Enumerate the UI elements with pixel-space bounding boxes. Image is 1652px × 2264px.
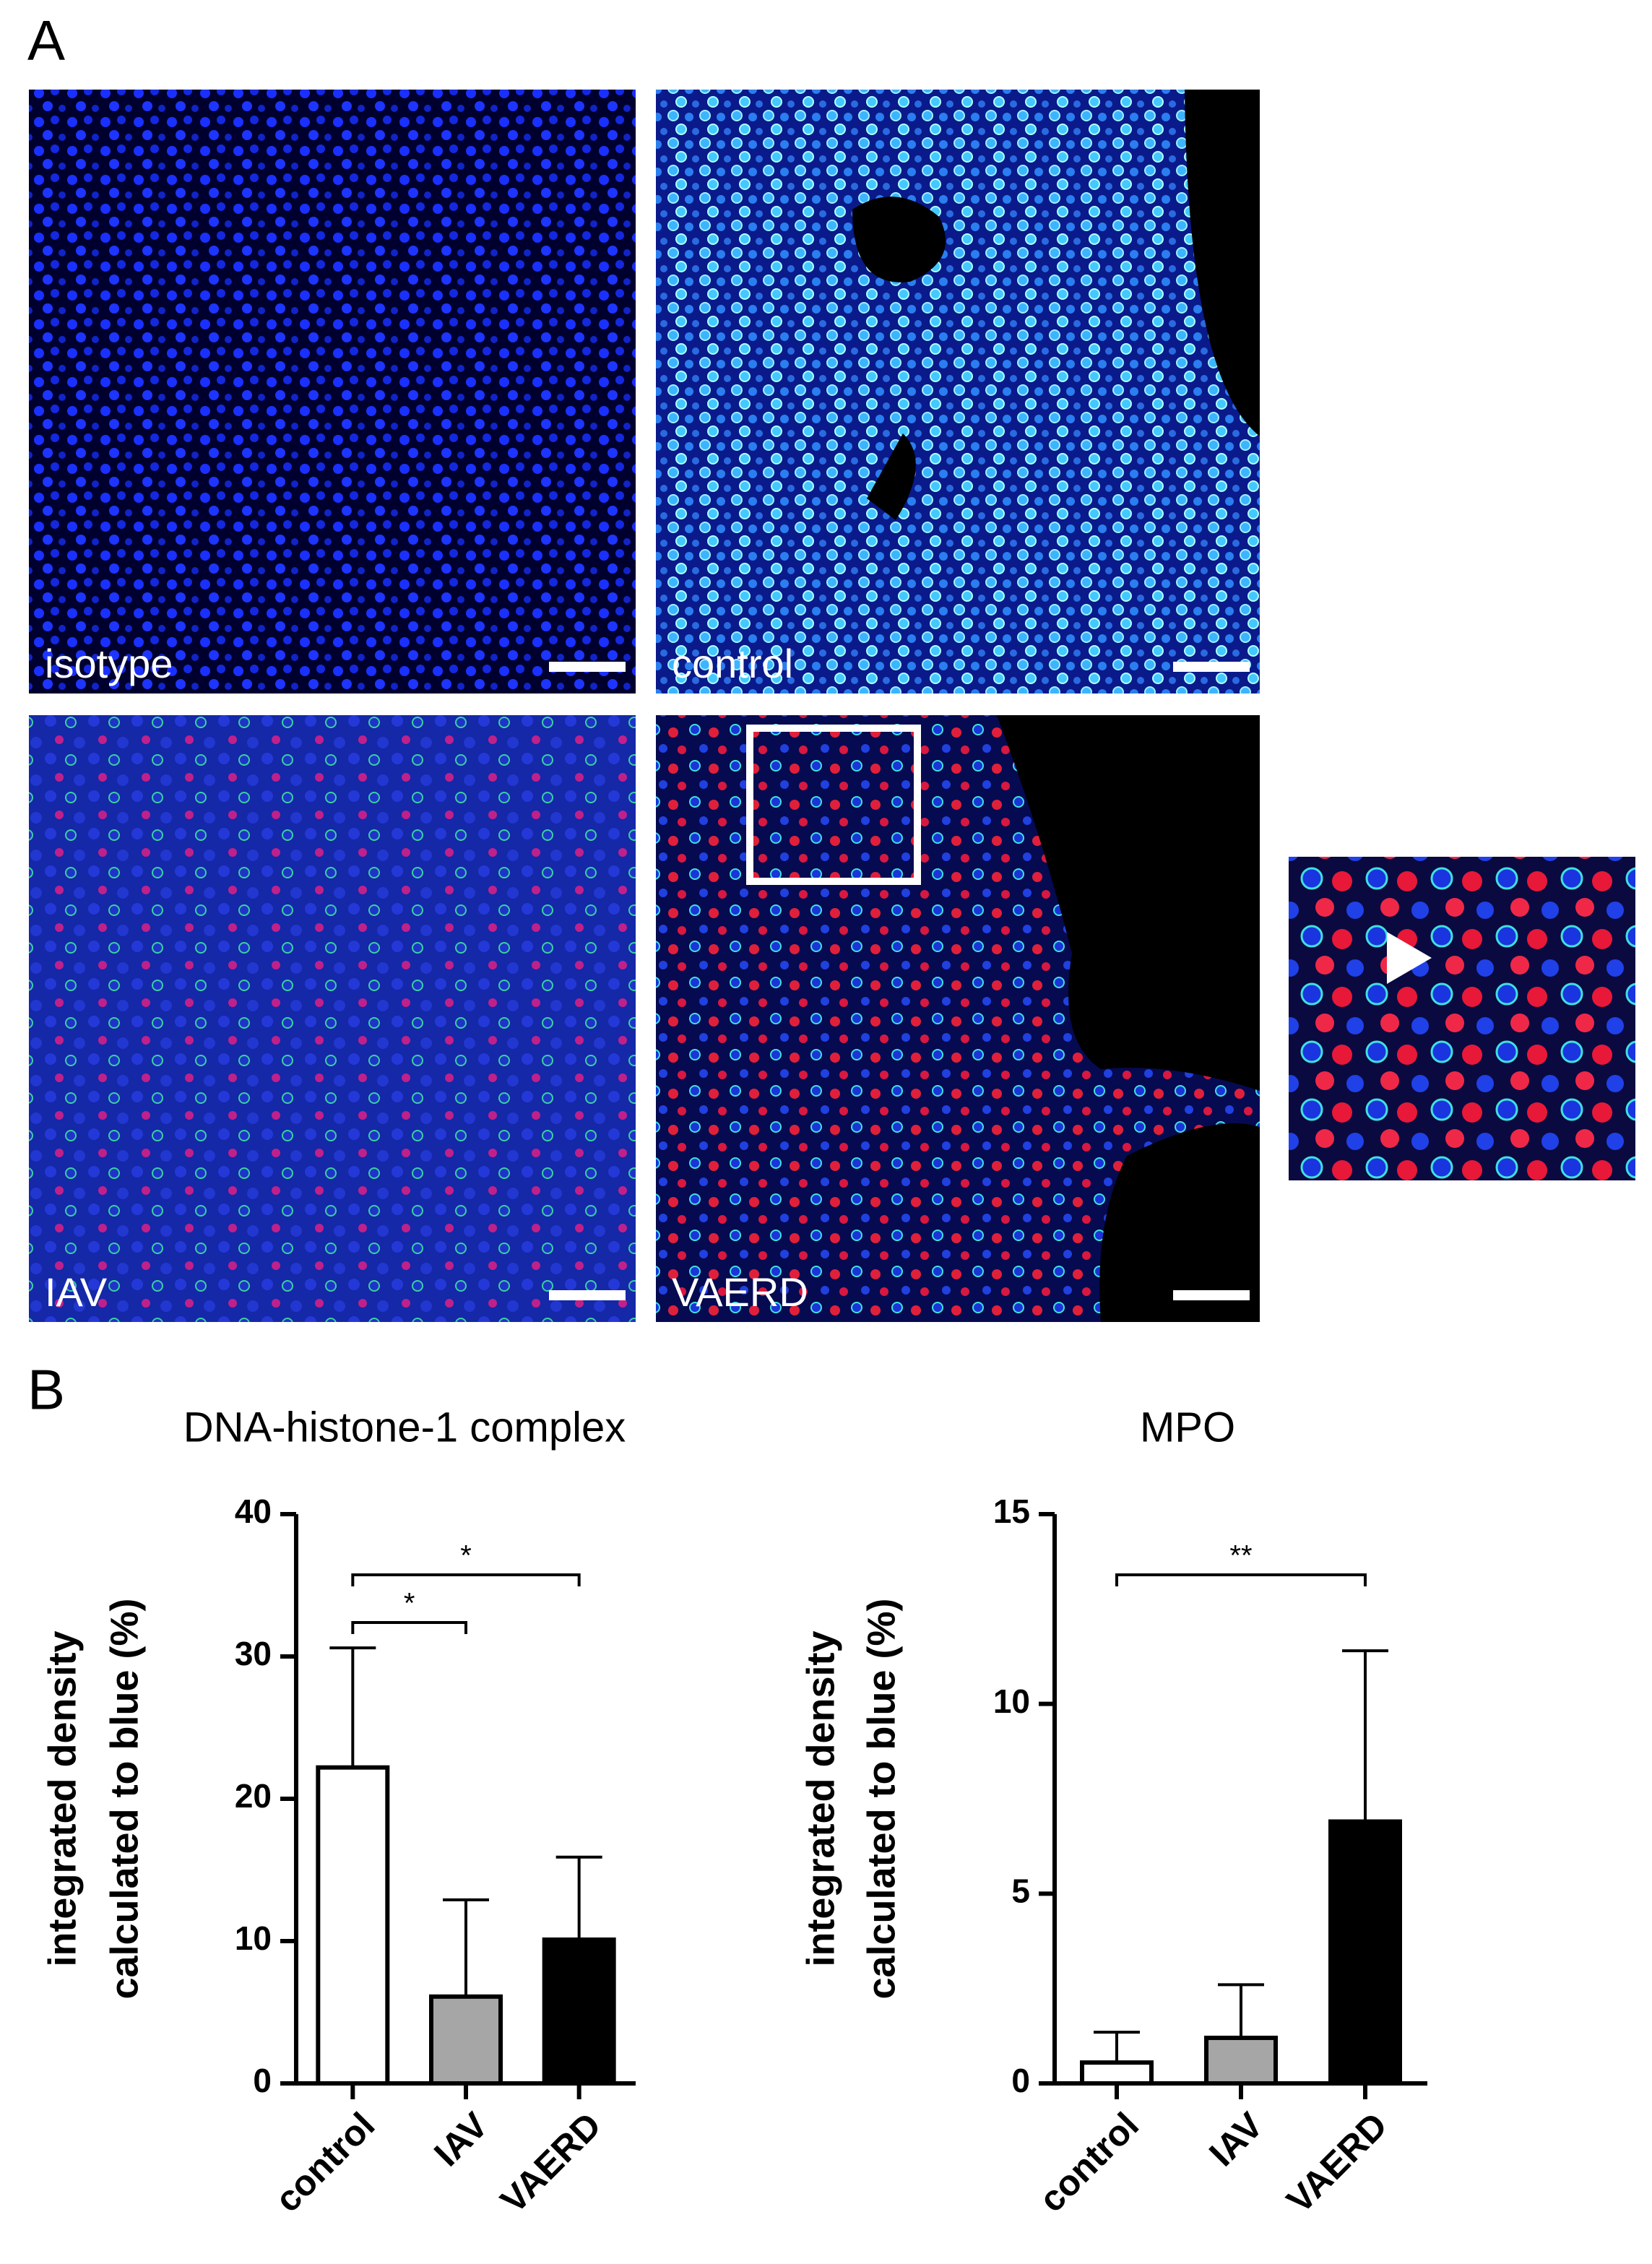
image-label: VAERD: [672, 1269, 808, 1315]
significance-bracket: [351, 1621, 467, 1634]
y-tick-label: 30: [235, 1635, 272, 1672]
x-tick-label: IAV: [426, 2104, 496, 2174]
chart-title: DNA-histone-1 complex: [183, 1404, 626, 1451]
significance-label: *: [404, 1588, 415, 1620]
inset-micrograph: [1289, 857, 1635, 1180]
significance-label: **: [1229, 1540, 1252, 1572]
zoom-box: [746, 725, 921, 885]
x-tick-label: control: [1032, 2105, 1146, 2220]
bar: [542, 1937, 616, 2086]
image-label: control: [672, 641, 793, 686]
y-tick-label: 10: [235, 1919, 272, 1957]
y-axis-label: integrated density: [799, 1630, 842, 1966]
micrograph: [29, 90, 636, 694]
bar: [1204, 2035, 1278, 2086]
chart-title: MPO: [1140, 1404, 1235, 1451]
arrowhead: [1387, 932, 1432, 984]
y-tick-label: 0: [253, 2062, 272, 2099]
y-tick-label: 10: [993, 1682, 1030, 1720]
significance-bracket: [1115, 1573, 1367, 1586]
bar: [429, 1994, 503, 2086]
bar: [316, 1765, 390, 2086]
bar: [1080, 2060, 1154, 2086]
micrograph: [656, 90, 1260, 694]
bar: [1328, 1819, 1402, 2086]
lumen: [997, 715, 1260, 1322]
y-tick-label: 0: [1011, 2062, 1030, 2099]
y-tick-label: 15: [993, 1492, 1030, 1530]
scale-bar: [1173, 1290, 1250, 1300]
significance-bracket: [351, 1573, 581, 1586]
lumen: [852, 90, 1260, 520]
panel-label: A: [27, 9, 65, 72]
image-label: isotype: [45, 641, 173, 686]
scale-bar: [549, 662, 626, 672]
x-tick-label: control: [267, 2105, 382, 2220]
x-tick-label: VAERD: [493, 2105, 609, 2221]
micrograph: [29, 715, 636, 1322]
y-tick-label: 20: [235, 1777, 272, 1815]
y-tick-label: 40: [235, 1492, 272, 1530]
panel-label: B: [27, 1358, 65, 1422]
significance-label: *: [460, 1540, 472, 1572]
scale-bar: [549, 1290, 626, 1300]
image-label: IAV: [45, 1269, 108, 1315]
y-axis-label: calculated to blue (%): [103, 1598, 146, 1999]
scale-bar: [1173, 662, 1250, 672]
x-tick-label: VAERD: [1279, 2105, 1395, 2221]
y-axis-label: calculated to blue (%): [860, 1598, 903, 1999]
y-axis-label: integrated density: [40, 1630, 84, 1966]
y-tick-label: 5: [1011, 1872, 1030, 1909]
x-tick-label: IAV: [1201, 2104, 1271, 2174]
